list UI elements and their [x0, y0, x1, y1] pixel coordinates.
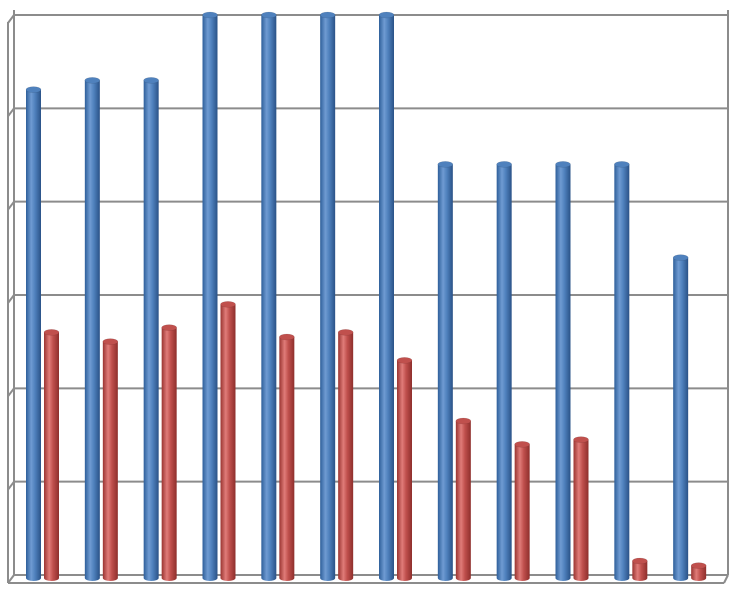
bar-series-0-item-0 [25, 86, 42, 582]
bar-body [573, 439, 589, 581]
bar-body [673, 257, 689, 581]
bar-top [437, 161, 454, 168]
bar-top [43, 329, 60, 336]
bar-series-1-item-7 [455, 417, 472, 581]
bar-top [573, 436, 589, 443]
bar-top [202, 11, 218, 19]
bar-series-1-item-2 [161, 324, 177, 581]
bar-body [202, 15, 218, 581]
bar-body [143, 80, 159, 581]
bar-body [555, 164, 571, 582]
bar-series-0-item-4 [261, 11, 277, 581]
bar-body [614, 164, 630, 582]
bar-top [261, 11, 277, 19]
bar-series-1-item-6 [396, 357, 413, 581]
bar-top [672, 254, 689, 261]
bar-series-1-item-8 [514, 441, 530, 581]
bar-top [555, 161, 571, 168]
bar-top [25, 86, 42, 93]
bar-body [437, 164, 453, 582]
bar-series-0-item-2 [143, 77, 159, 581]
bar-body [397, 360, 412, 581]
bar-body [320, 15, 336, 581]
bar-top [220, 301, 236, 308]
gridlines [7, 14, 728, 584]
bar-series-1-item-0 [43, 329, 60, 581]
bar-body [44, 332, 59, 581]
bar-body [455, 421, 471, 581]
bar-series-0-item-7 [437, 161, 454, 582]
bar-top [378, 11, 395, 19]
bar-top [614, 161, 630, 168]
bar-body [26, 89, 42, 582]
bar-top [337, 329, 354, 336]
bar-top [690, 562, 707, 569]
bar-series-0-item-8 [496, 161, 512, 582]
bar-body [220, 304, 236, 581]
bar-body [338, 332, 354, 581]
bar-series-1-item-10 [632, 557, 648, 581]
plot-frame [7, 10, 729, 584]
bars [25, 11, 707, 582]
bar-body [379, 15, 394, 581]
bar-top [632, 557, 648, 565]
bar-top [319, 11, 336, 19]
bar-body [514, 444, 530, 581]
bar-body [161, 327, 177, 581]
bar-top [279, 333, 295, 341]
bar-body [632, 561, 648, 581]
bar-top [161, 324, 177, 331]
bar-body [102, 341, 118, 581]
bar-series-1-item-11 [690, 562, 707, 581]
bar-series-0-item-1 [84, 77, 101, 581]
bar-top [396, 357, 413, 364]
bar-top [455, 417, 472, 425]
bar-top [514, 441, 530, 448]
bar-series-0-item-5 [319, 11, 336, 581]
floor-right-edge [723, 574, 729, 584]
bar-series-1-item-1 [102, 338, 119, 581]
bar-top [84, 77, 101, 84]
bar-series-1-item-3 [220, 301, 236, 581]
bar-body [84, 80, 100, 581]
bar-series-0-item-10 [614, 161, 630, 582]
bar-series-1-item-5 [337, 329, 354, 581]
bar-top [102, 338, 119, 345]
bar-series-0-item-9 [555, 161, 571, 582]
bar-body [261, 15, 277, 581]
bar-series-1-item-4 [279, 333, 295, 581]
bar-series-0-item-3 [202, 11, 218, 581]
bar-series-1-item-9 [573, 436, 589, 581]
bar-series-0-item-6 [378, 11, 395, 581]
bar-body [279, 337, 295, 581]
bar-series-0-item-11 [672, 254, 689, 581]
bar-body [691, 565, 707, 581]
bar-top [143, 77, 159, 84]
bar-top [496, 161, 512, 168]
bar-body [496, 164, 512, 582]
